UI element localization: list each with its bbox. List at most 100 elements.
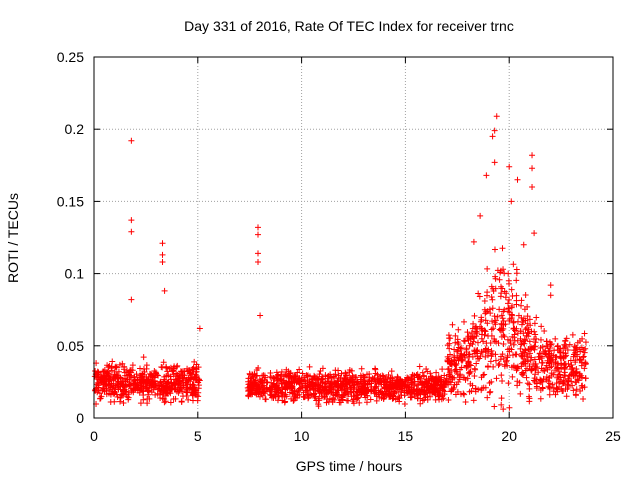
data-point [353,396,360,403]
data-point [508,346,515,353]
data-point [176,377,183,384]
data-point [160,359,167,366]
data-point [451,381,458,388]
data-point [339,396,346,403]
data-point [100,378,107,385]
data-point [109,384,116,391]
data-point [518,363,525,370]
data-point [96,376,103,383]
data-point [348,393,355,400]
data-point [388,368,395,375]
data-point [472,324,479,331]
data-point [458,357,465,364]
data-point [482,328,489,335]
data-point [150,386,157,393]
data-point [302,384,309,391]
data-point [128,137,135,144]
data-point [416,363,423,370]
data-point [569,364,576,371]
data-point [458,345,465,352]
data-point [113,364,120,371]
data-point [539,359,546,366]
data-point [131,377,138,384]
data-point [484,394,491,401]
data-point [530,361,537,368]
data-point [275,393,282,400]
data-point [571,351,578,358]
data-point [573,344,580,351]
data-point [170,367,177,374]
data-point [500,266,507,273]
data-point [377,388,384,395]
data-point [259,392,266,399]
data-point [563,343,570,350]
data-point [311,390,318,397]
data-point [472,366,479,373]
data-point [124,367,131,374]
data-point [263,385,270,392]
data-point [513,270,520,277]
data-point [531,328,538,335]
data-point [281,384,288,391]
data-point [562,337,569,344]
data-point [323,399,330,406]
y-axis-title: ROTI / TECUs [5,193,21,283]
data-point [341,388,348,395]
data-point [93,374,100,381]
data-point [478,387,485,394]
data-point [463,346,470,353]
data-point [335,367,342,374]
data-point [295,386,302,393]
data-point [351,384,358,391]
data-point [492,275,499,282]
data-point [491,159,498,166]
data-point [161,385,168,392]
data-point [572,344,579,351]
data-point [507,340,514,347]
data-point [506,296,513,303]
data-point [466,353,473,360]
data-point [504,336,511,343]
data-point [417,400,424,407]
data-point [158,363,165,370]
data-point [193,374,200,381]
data-point [161,399,168,406]
data-point [384,379,391,386]
data-point [472,388,479,395]
data-point [488,326,495,333]
data-point [335,386,342,393]
data-point [361,374,368,381]
data-point [569,331,576,338]
data-point [401,378,408,385]
data-point [450,386,457,393]
data-point [336,399,343,406]
data-point [245,392,252,399]
data-point [421,391,428,398]
data-point [168,380,175,387]
data-point [505,380,512,387]
data-point [497,283,504,290]
data-point [124,393,131,400]
data-point [361,386,368,393]
data-point [562,360,569,367]
data-point [476,355,483,362]
data-point [546,391,553,398]
data-point [158,383,165,390]
data-point [470,238,477,245]
data-point [488,283,495,290]
data-point [368,387,375,394]
data-point [338,382,345,389]
data-point [423,366,430,373]
data-point [419,369,426,376]
data-point [471,335,478,342]
data-point [500,341,507,348]
data-point [196,325,203,332]
data-point [520,319,527,326]
data-point [184,389,191,396]
x-tick-label: 0 [90,428,98,444]
data-point [428,383,435,390]
data-point [115,374,122,381]
data-point [503,290,510,297]
data-point [556,378,563,385]
x-tick-label: 25 [605,428,621,444]
